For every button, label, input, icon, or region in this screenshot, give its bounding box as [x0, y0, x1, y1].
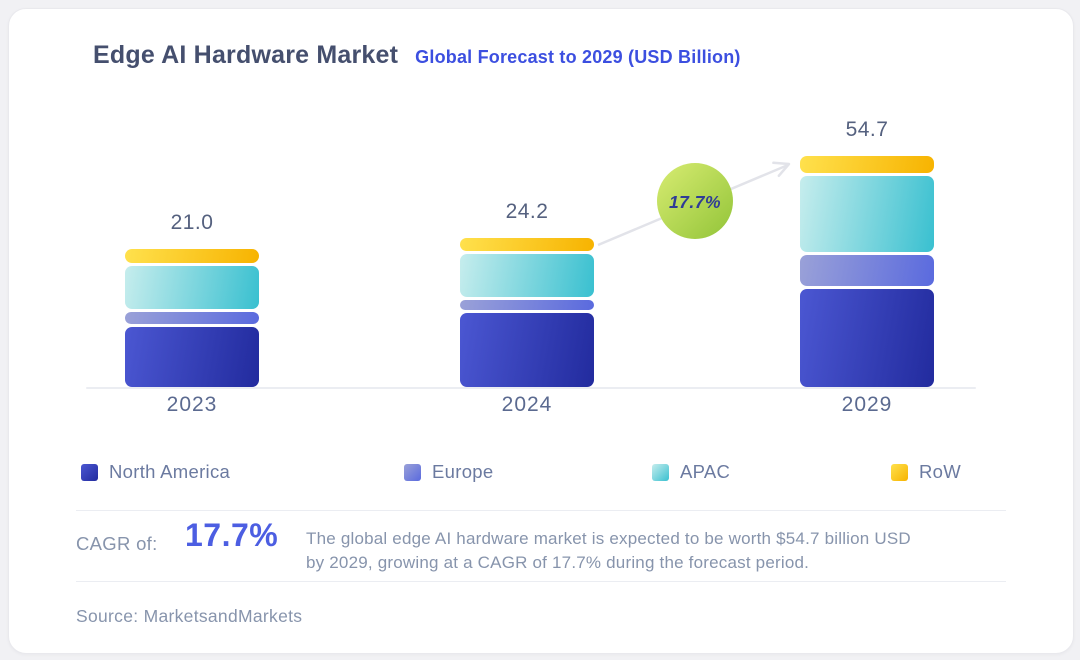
cagr-description: The global edge AI hardware market is ex… — [306, 527, 911, 575]
bar-total-2029: 54.7 — [845, 118, 889, 141]
cagr-bubble-label: 17.7% — [669, 192, 721, 212]
bar-segment-europe-2023 — [125, 312, 259, 324]
stacked-bar-chart: 21.0 24.2 54.7 17.7% — [9, 79, 1073, 389]
legend-label-europe: Europe — [432, 461, 494, 482]
chart-card: Edge AI Hardware Market Global Forecast … — [8, 8, 1074, 654]
legend-item-north-america: North America — [81, 461, 230, 483]
bar-segment-north-america-2029 — [800, 289, 934, 387]
legend-swatch-row — [891, 463, 908, 481]
header: Edge AI Hardware Market Global Forecast … — [93, 41, 741, 70]
bar-group-2029: 54.7 — [800, 118, 934, 387]
cagr-prefix-label: CAGR of: — [76, 533, 158, 554]
source-text: Source: MarketsandMarkets — [76, 606, 303, 626]
bar-segment-row-2029 — [800, 156, 934, 173]
bar-total-2024: 24.2 — [505, 200, 549, 223]
bar-group-2024: 24.2 — [460, 200, 594, 387]
bar-total-2023: 21.0 — [170, 211, 214, 234]
bar-segment-apac-2023 — [125, 266, 259, 309]
bar-segment-apac-2024 — [460, 254, 594, 297]
growth-arrow-line — [597, 163, 789, 247]
x-tick-2024: 2024 — [501, 393, 553, 416]
x-tick-2029: 2029 — [841, 393, 893, 416]
legend: North America Europe APAC RoW — [9, 461, 1073, 485]
legend-label-row: RoW — [919, 461, 962, 482]
bar-segment-north-america-2024 — [460, 313, 594, 387]
bar-stack-2024 — [460, 238, 594, 387]
legend-swatch-europe — [404, 463, 421, 481]
x-axis-labels: 2023 2024 2029 — [9, 393, 1073, 423]
bar-segment-apac-2029 — [800, 176, 934, 252]
growth-arrow-head — [772, 161, 791, 178]
legend-label-apac: APAC — [680, 461, 731, 482]
cagr-bubble — [657, 163, 733, 239]
cagr-description-line-2: by 2029, growing at a CAGR of 17.7% duri… — [306, 553, 810, 572]
bar-group-2023: 21.0 — [125, 211, 259, 387]
divider-bottom — [76, 581, 1006, 582]
x-tick-2023: 2023 — [166, 393, 218, 416]
bar-segment-europe-2029 — [800, 255, 934, 286]
legend-label-north-america: North America — [109, 461, 231, 482]
page-title: Edge AI Hardware Market — [93, 41, 399, 69]
bar-stack-2023 — [125, 249, 259, 387]
legend-item-europe: Europe — [404, 461, 493, 483]
page-subtitle: Global Forecast to 2029 (USD Billion) — [415, 47, 741, 67]
divider-top — [76, 510, 1006, 511]
bar-stack-2029 — [800, 156, 934, 387]
legend-swatch-north-america — [81, 463, 98, 481]
bar-segment-north-america-2023 — [125, 327, 259, 387]
cagr-value: 17.7% — [185, 517, 279, 553]
bar-segment-row-2023 — [125, 249, 259, 263]
legend-item-apac: APAC — [652, 461, 730, 483]
bar-segment-europe-2024 — [460, 300, 594, 310]
x-axis-line — [86, 387, 976, 389]
cagr-description-line-1: The global edge AI hardware market is ex… — [306, 529, 911, 548]
legend-item-row: RoW — [891, 461, 961, 483]
legend-swatch-apac — [652, 463, 669, 481]
bar-segment-row-2024 — [460, 238, 594, 251]
